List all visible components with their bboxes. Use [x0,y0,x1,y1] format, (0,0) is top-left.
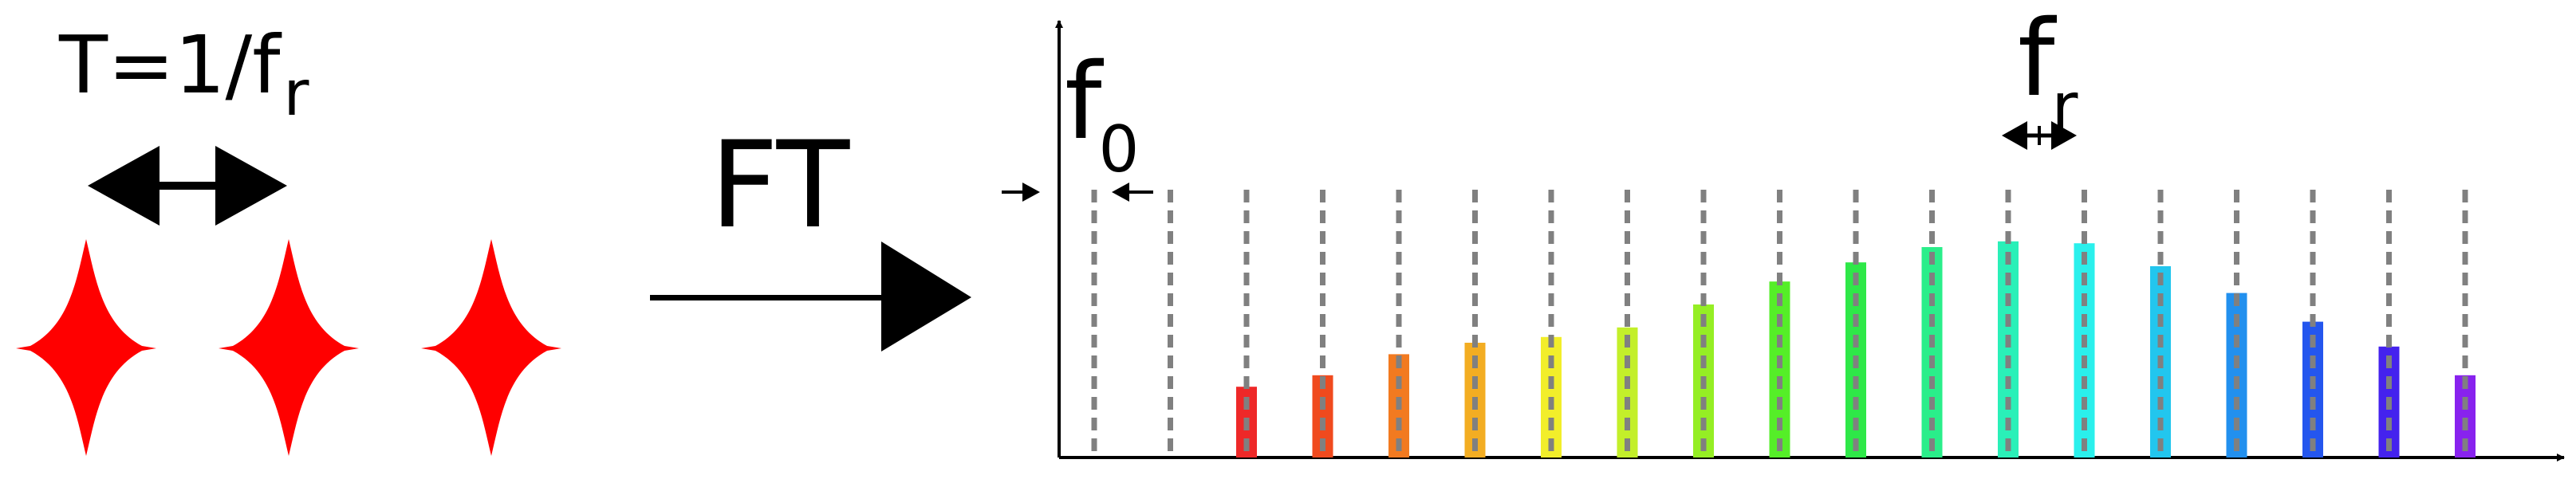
ft-arrow [650,242,971,352]
period-label-main: T=1/f [59,18,281,112]
offset-arrows [1002,183,1153,202]
spacing-double-arrow [2002,121,2077,150]
frequency-comb [1091,190,2476,458]
pulse-3 [421,239,561,456]
comb-bar-8 [1769,281,1790,458]
comb-bar-6 [1617,327,1638,458]
period-label: T=1/fr [59,26,309,126]
offset-label-main: f [1065,41,1102,163]
spacing-label-main: f [2018,0,2055,120]
offset-label-subscript: 0 [1098,112,1140,187]
period-label-subscript: r [283,58,309,130]
pulse-2 [219,239,359,456]
pulse-train [16,239,561,456]
ft-label: FT [710,116,850,255]
period-double-arrow [88,146,287,226]
spacing-label-subscript: r [2051,69,2078,143]
spectrum-axes [1055,20,2565,461]
pulse-1 [16,239,156,456]
offset-frequency-label: f0 [1065,49,1139,182]
repetition-frequency-label: fr [2018,6,2078,139]
